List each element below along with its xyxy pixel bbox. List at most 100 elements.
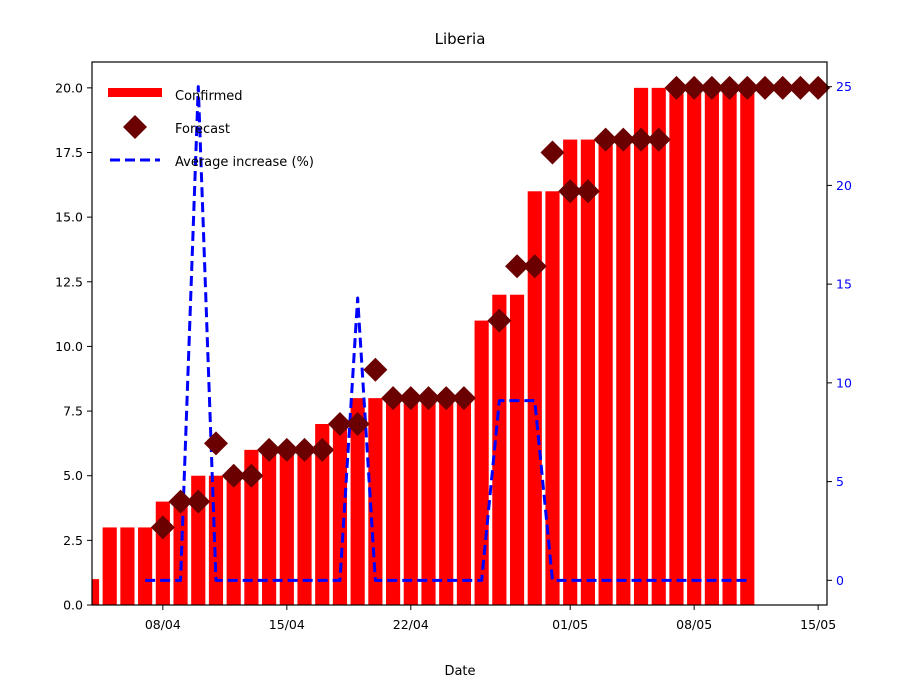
x-axis: 08/04 15/04 22/04 01/05 08/05 15/05 (145, 605, 836, 632)
x-tick-label: 15/04 (269, 617, 305, 632)
marker-forecast (540, 140, 565, 165)
x-tick-label: 08/05 (676, 617, 712, 632)
x-tick-label: 01/05 (552, 617, 588, 632)
y-tick-label: 10.0 (55, 339, 83, 354)
legend-label-average: Average increase (%) (175, 155, 314, 170)
bar-confirmed (687, 87, 702, 606)
y-right-tick-label: 5 (836, 474, 844, 489)
marker-forecast (150, 515, 175, 540)
y-tick-label: 0.0 (63, 598, 83, 613)
bar-confirmed (563, 139, 578, 606)
marker-forecast (699, 75, 724, 100)
marker-forecast (735, 75, 760, 100)
x-tick-label: 22/04 (393, 617, 429, 632)
marker-forecast (416, 386, 441, 411)
y-tick-label: 5.0 (63, 468, 83, 483)
bar-confirmed (722, 87, 737, 606)
marker-forecast (593, 127, 618, 152)
bar-confirmed (474, 320, 489, 605)
bar-confirmed (102, 527, 117, 605)
plot-frame (91, 61, 828, 606)
marker-forecast (505, 254, 530, 279)
marker-forecast (682, 75, 707, 100)
x-axis-label: Date (444, 664, 475, 679)
bar-confirmed (669, 87, 684, 606)
marker-forecast (257, 437, 282, 462)
x-tick-label: 08/04 (145, 617, 181, 632)
bar-confirmed (616, 139, 631, 606)
marker-forecast (168, 489, 193, 514)
bar-confirmed (580, 139, 595, 606)
legend-label-forecast: Forecast (175, 122, 230, 137)
y-tick-label: 7.5 (63, 404, 83, 419)
line-average-increase (145, 85, 748, 582)
bar-confirmed (315, 424, 330, 605)
marker-forecast (717, 75, 742, 100)
bar-confirmed (598, 139, 613, 606)
marker-forecast (434, 386, 459, 411)
y-tick-label: 12.5 (55, 274, 83, 289)
marker-forecast (451, 386, 476, 411)
marker-forecast (292, 437, 317, 462)
bar-confirmed (651, 87, 666, 606)
bar-confirmed (456, 398, 472, 605)
y-axis-right: 0 5 10 15 20 25 (827, 79, 852, 588)
marker-forecast (646, 127, 671, 152)
marker-forecast (310, 437, 335, 462)
marker-forecast (575, 179, 600, 204)
y-right-tick-label: 20 (836, 178, 852, 193)
legend-label-confirmed: Confirmed (175, 89, 243, 104)
legend: Confirmed Forecast Average increase (%) (108, 88, 314, 170)
bar-confirmed (350, 398, 365, 605)
marker-forecast (345, 412, 370, 436)
x-tick-label: 15/05 (800, 617, 836, 632)
bar-confirmed (120, 527, 135, 605)
marker-forecast (806, 75, 831, 100)
y-right-tick-label: 15 (836, 277, 852, 292)
bar-confirmed (527, 191, 542, 606)
marker-forecast (611, 127, 636, 152)
y-tick-label: 20.0 (55, 80, 83, 95)
bar-confirmed (421, 398, 436, 605)
bar-confirmed (509, 294, 525, 605)
marker-forecast (664, 75, 689, 100)
average-increase-line (145, 85, 748, 582)
marker-forecast (753, 75, 778, 100)
marker-forecast (788, 75, 813, 100)
bar-confirmed (403, 398, 418, 605)
marker-forecast (327, 412, 352, 436)
y-right-tick-label: 10 (836, 375, 852, 390)
marker-forecast (274, 437, 299, 462)
bar-confirmed (138, 527, 153, 605)
y-right-tick-label: 0 (836, 573, 844, 588)
marker-forecast (221, 463, 246, 488)
bar-confirmed (545, 191, 560, 606)
bar-confirmed (439, 398, 454, 605)
forecast-markers (150, 75, 831, 540)
marker-forecast (381, 386, 406, 411)
marker-forecast (186, 489, 211, 514)
legend-swatch-forecast (123, 115, 147, 139)
marker-forecast (203, 431, 228, 456)
bar-confirmed (332, 424, 348, 605)
legend-swatch-confirmed (108, 88, 162, 97)
marker-forecast (363, 357, 388, 382)
marker-forecast (522, 254, 547, 279)
marker-forecast (487, 308, 512, 333)
y-right-tick-label: 25 (836, 79, 852, 94)
bar-confirmed (633, 87, 649, 606)
bar-confirmed (92, 579, 100, 605)
chart-title: Liberia (435, 30, 486, 48)
y-tick-label: 15.0 (55, 210, 83, 225)
marker-forecast (629, 127, 654, 152)
bar-confirmed (244, 449, 259, 605)
y-tick-label: 17.5 (55, 145, 83, 160)
bar-confirmed (740, 87, 755, 606)
marker-forecast (558, 179, 583, 204)
bar-confirmed (492, 294, 507, 605)
bar-confirmed (386, 398, 401, 605)
bar-confirmed (297, 449, 312, 605)
bar-confirmed (226, 475, 241, 605)
y-tick-label: 2.5 (63, 533, 83, 548)
